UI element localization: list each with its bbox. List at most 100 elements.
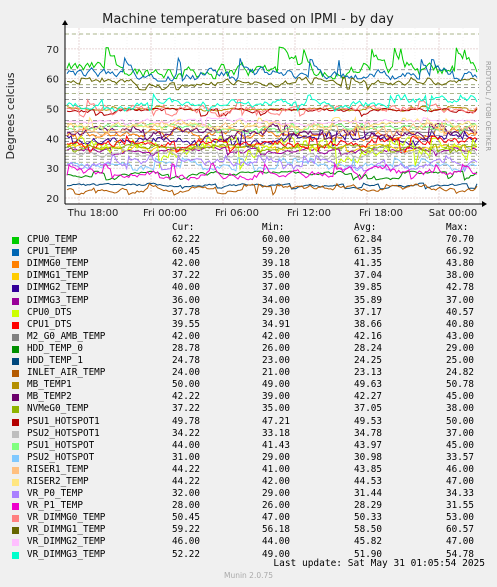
legend-swatch bbox=[12, 321, 19, 329]
legend-row: PSU2_HOTSPOT1 34.22 33.18 34.78 37.00 bbox=[12, 428, 490, 440]
series-line bbox=[66, 116, 478, 127]
avg-value: 61.35 bbox=[354, 246, 382, 258]
min-value: 29.30 bbox=[262, 306, 290, 318]
avg-value: 31.44 bbox=[354, 488, 382, 500]
avg-value: 51.90 bbox=[354, 548, 382, 560]
col-cur-header: Cur: bbox=[172, 222, 195, 233]
rrdtool-credit: RRDTOOL / TOBI OETIKER bbox=[484, 61, 492, 151]
series-name: PSU1_HOTSPOT bbox=[27, 439, 95, 451]
legend-row: DIMMG0_TEMP 42.00 39.18 41.35 43.80 bbox=[12, 258, 490, 270]
legend-swatch bbox=[12, 442, 19, 450]
max-value: 25.00 bbox=[446, 355, 474, 367]
legend-row: DIMMG2_TEMP 40.00 37.00 39.85 42.78 bbox=[12, 282, 490, 294]
legend-swatch bbox=[12, 382, 19, 390]
min-value: 60.00 bbox=[262, 234, 290, 246]
legend-row: DIMMG3_TEMP 36.00 34.00 35.89 37.00 bbox=[12, 295, 490, 307]
max-value: 40.57 bbox=[446, 306, 474, 318]
legend-row: PSU1_HOTSPOT1 49.78 47.21 49.53 50.00 bbox=[12, 416, 490, 428]
min-value: 26.00 bbox=[262, 342, 290, 354]
legend-swatch bbox=[12, 345, 19, 353]
x-tick-label: Sat 00:00 bbox=[429, 208, 477, 219]
legend-swatch bbox=[12, 503, 19, 511]
legend-row: HDD_TEMP_1 24.78 23.00 24.25 25.00 bbox=[12, 355, 490, 367]
min-value: 35.00 bbox=[262, 270, 290, 282]
series-name: DIMMG1_TEMP bbox=[27, 270, 89, 282]
y-tick-labels: 20 30 40 50 60 70 bbox=[46, 45, 59, 205]
legend-row: RISER2_TEMP 44.22 42.00 44.53 47.00 bbox=[12, 476, 490, 488]
legend-swatch bbox=[12, 478, 19, 486]
y-tick-label: 60 bbox=[46, 75, 59, 86]
series-name: HDD_TEMP_1 bbox=[27, 355, 83, 367]
avg-value: 45.82 bbox=[354, 536, 382, 548]
series-name: PSU1_HOTSPOT1 bbox=[27, 415, 100, 427]
legend-row: PSU2_HOTSPOT 31.00 29.00 30.98 33.57 bbox=[12, 452, 490, 464]
avg-value: 49.53 bbox=[354, 415, 382, 427]
series-line bbox=[66, 134, 478, 155]
series-name: NVMeG0_TEMP bbox=[27, 403, 89, 415]
legend-swatch bbox=[12, 430, 19, 438]
cur-value: 39.55 bbox=[172, 318, 200, 330]
legend-table: Cur: Min: Avg: Max: CPU0_TEMP 62.22 60.00 6… bbox=[12, 222, 490, 561]
series-name: INLET_AIR_TEMP bbox=[27, 367, 106, 379]
series-name: VR_DIMMG1_TEMP bbox=[27, 524, 106, 536]
avg-value: 34.78 bbox=[354, 427, 382, 439]
avg-value: 50.33 bbox=[354, 512, 382, 524]
series-line bbox=[66, 122, 478, 144]
legend-swatch bbox=[12, 491, 19, 499]
legend-swatch bbox=[12, 418, 19, 426]
axes bbox=[62, 20, 487, 207]
max-value: 37.00 bbox=[446, 294, 474, 306]
x-tick-label: Thu 18:00 bbox=[67, 208, 119, 219]
cur-value: 28.00 bbox=[172, 500, 200, 512]
series-line bbox=[66, 162, 478, 181]
max-value: 50.00 bbox=[446, 415, 474, 427]
series-line bbox=[66, 98, 478, 118]
series-line bbox=[66, 76, 478, 92]
max-value: 24.82 bbox=[446, 367, 474, 379]
max-value: 47.00 bbox=[446, 475, 474, 487]
legend-row: HDD_TEMP_0 28.78 26.00 28.24 29.00 bbox=[12, 343, 490, 355]
series-name: CPU0_TEMP bbox=[27, 234, 78, 246]
legend-swatch bbox=[12, 394, 19, 402]
legend-swatch bbox=[12, 249, 19, 257]
max-value: 53.00 bbox=[446, 512, 474, 524]
legend-row: NVMeG0_TEMP 37.22 35.00 37.05 38.00 bbox=[12, 403, 490, 415]
legend-row: M2_G0_AMB_TEMP 42.00 42.00 42.16 43.00 bbox=[12, 331, 490, 343]
series-name: CPU1_TEMP bbox=[27, 246, 78, 258]
series-name: PSU2_HOTSPOT1 bbox=[27, 427, 100, 439]
x-tick-label: Fri 12:00 bbox=[287, 208, 331, 219]
max-value: 60.57 bbox=[446, 524, 474, 536]
avg-value: 23.13 bbox=[354, 367, 382, 379]
series-line bbox=[66, 182, 478, 196]
avg-value: 43.85 bbox=[354, 463, 382, 475]
chart-title: Machine temperature based on IPMI - by d… bbox=[102, 12, 394, 27]
cur-value: 60.45 bbox=[172, 246, 200, 258]
min-value: 42.00 bbox=[262, 475, 290, 487]
max-value: 46.00 bbox=[446, 463, 474, 475]
max-value: 33.57 bbox=[446, 451, 474, 463]
avg-value: 37.04 bbox=[354, 270, 382, 282]
legend-header: Cur: Min: Avg: Max: bbox=[12, 222, 490, 234]
series-name: M2_G0_AMB_TEMP bbox=[27, 330, 106, 342]
max-value: 50.78 bbox=[446, 379, 474, 391]
cur-value: 28.78 bbox=[172, 342, 200, 354]
cur-value: 37.78 bbox=[172, 306, 200, 318]
min-value: 26.00 bbox=[262, 500, 290, 512]
min-value: 39.00 bbox=[262, 391, 290, 403]
series-name: DIMMG0_TEMP bbox=[27, 258, 89, 270]
x-tick-labels: Thu 18:00 Fri 00:00 Fri 06:00 Fri 12:00 Fri … bbox=[67, 208, 478, 219]
max-value: 54.78 bbox=[446, 548, 474, 560]
max-value: 38.00 bbox=[446, 403, 474, 415]
avg-value: 28.24 bbox=[354, 342, 382, 354]
min-value: 29.00 bbox=[262, 451, 290, 463]
legend-swatch bbox=[12, 551, 19, 559]
cur-value: 44.22 bbox=[172, 463, 200, 475]
y-tick-label: 70 bbox=[46, 45, 59, 56]
max-value: 66.92 bbox=[446, 246, 474, 258]
cur-value: 44.00 bbox=[172, 439, 200, 451]
legend-row: CPU1_DTS 39.55 34.91 38.66 40.80 bbox=[12, 319, 490, 331]
series-line bbox=[66, 46, 478, 80]
avg-value: 24.25 bbox=[354, 355, 382, 367]
x-tick-label: Fri 18:00 bbox=[359, 208, 403, 219]
series-line bbox=[66, 115, 478, 133]
